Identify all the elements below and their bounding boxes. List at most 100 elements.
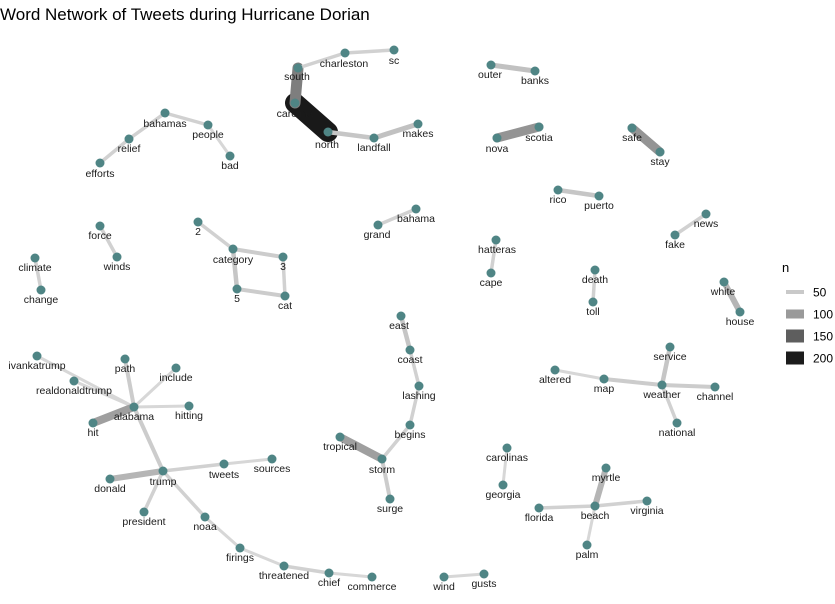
- node-death: [590, 265, 600, 275]
- node-news: [701, 209, 711, 219]
- legend-label-150: 150: [813, 330, 833, 344]
- edge-alabama-trump: [132, 405, 165, 473]
- legend-label-50: 50: [813, 286, 827, 300]
- node-label-tropical: tropical: [323, 441, 357, 453]
- node-surge: [385, 494, 395, 504]
- node-label-alabama: alabama: [114, 411, 154, 423]
- node-label-people: people: [192, 129, 224, 141]
- node-climate: [30, 253, 40, 263]
- edge-5-cat: [235, 287, 287, 298]
- node-label-carolinas: carolinas: [486, 452, 528, 464]
- node-winds: [112, 252, 122, 262]
- node-rico: [553, 185, 563, 195]
- node-donald: [105, 474, 115, 484]
- node-label-georgia: georgia: [485, 489, 520, 501]
- node-bahamas: [160, 108, 170, 118]
- edge-wind-gusts: [442, 572, 486, 579]
- node-hit: [88, 418, 98, 428]
- node-beach: [590, 501, 600, 511]
- node-label-news: news: [694, 218, 719, 230]
- edge-white-house: [721, 279, 743, 315]
- node-altered: [550, 365, 560, 375]
- node-label-altered: altered: [539, 374, 571, 386]
- node-label-force: force: [88, 230, 112, 242]
- node-label-bahama: bahama: [397, 213, 435, 225]
- edge-begins-storm: [380, 423, 412, 461]
- node-safe: [627, 123, 637, 133]
- node-label-south: south: [284, 71, 310, 83]
- edge-nova-scotia: [492, 122, 544, 143]
- node-label-death: death: [582, 274, 608, 286]
- node-label-surge: surge: [377, 503, 403, 515]
- node-label-cat: cat: [278, 300, 292, 312]
- node-label-channel: channel: [697, 391, 734, 403]
- node-commerce: [367, 572, 377, 582]
- node-firings: [235, 543, 245, 553]
- legend-label-100: 100: [813, 308, 833, 322]
- node-label-service: service: [653, 351, 686, 363]
- node-label-scotia: scotia: [525, 132, 553, 144]
- node-label-wind: wind: [432, 581, 455, 593]
- node-puerto: [594, 191, 604, 201]
- node-label-sc: sc: [389, 55, 400, 67]
- node-label-tweets: tweets: [209, 469, 239, 481]
- node-national: [672, 418, 682, 428]
- node-label-bahamas: bahamas: [143, 118, 186, 130]
- node-label-bad: bad: [221, 160, 239, 172]
- node-label-florida: florida: [525, 512, 554, 524]
- edge-news-fake: [673, 212, 708, 237]
- node-label-virginia: virginia: [630, 505, 663, 517]
- node-3: [278, 252, 288, 262]
- edge-donald-trump: [107, 468, 166, 482]
- node-north: [323, 127, 333, 137]
- node-wind: [439, 572, 449, 582]
- node-label-safe: safe: [622, 132, 642, 144]
- node-label-fake: fake: [665, 239, 685, 251]
- edge-landfall-makes: [371, 121, 421, 141]
- node-threatened: [279, 561, 289, 571]
- edge-altered-map: [553, 368, 606, 381]
- edge-outer-banks: [488, 62, 538, 74]
- node-label-threatened: threatened: [259, 570, 309, 582]
- edge-trump-noaa: [161, 469, 207, 519]
- node-label-category: category: [213, 254, 254, 266]
- node-label-firings: firings: [226, 552, 254, 564]
- edge-3-cat: [281, 255, 287, 298]
- edge-hit-alabama: [89, 403, 138, 427]
- edge-climate-change: [33, 256, 43, 292]
- node-alabama: [129, 402, 139, 412]
- node-service: [665, 342, 675, 352]
- edge-south-carolina: [289, 62, 304, 109]
- node-label-weather: weather: [642, 389, 681, 401]
- edge-safe-stay: [627, 123, 665, 157]
- node-south: [293, 63, 303, 73]
- node-label-donald: donald: [94, 483, 126, 495]
- edge-carolina-north: [285, 93, 338, 142]
- node-outer: [486, 60, 496, 70]
- edge-bahama-grand: [376, 207, 418, 227]
- node-label-president: president: [122, 516, 165, 528]
- node-path: [120, 354, 130, 364]
- edge-tropical-storm: [336, 433, 386, 463]
- edge-chief-commerce: [327, 571, 374, 579]
- node-fake: [670, 230, 680, 240]
- node-people: [203, 120, 213, 130]
- edge-category-3: [231, 247, 285, 259]
- node-label-lashing: lashing: [402, 390, 435, 402]
- node-label-grand: grand: [364, 229, 391, 241]
- edge-death-toll: [591, 268, 597, 304]
- legend-label-200: 200: [813, 352, 833, 366]
- node-sources: [267, 454, 277, 464]
- edge-bahamas-people: [163, 111, 210, 127]
- node-label-toll: toll: [586, 306, 599, 318]
- edge-north-landfall: [325, 129, 377, 141]
- node-sc: [389, 45, 399, 55]
- node-label-banks: banks: [521, 75, 549, 87]
- node-2: [193, 217, 203, 227]
- edge-path-alabama: [123, 357, 136, 409]
- node-president: [139, 507, 149, 517]
- edge-noaa-firings: [203, 515, 242, 550]
- edge-alabama-hitting: [132, 404, 191, 409]
- edge-myrtle-beach: [592, 465, 609, 509]
- node-palm: [582, 540, 592, 550]
